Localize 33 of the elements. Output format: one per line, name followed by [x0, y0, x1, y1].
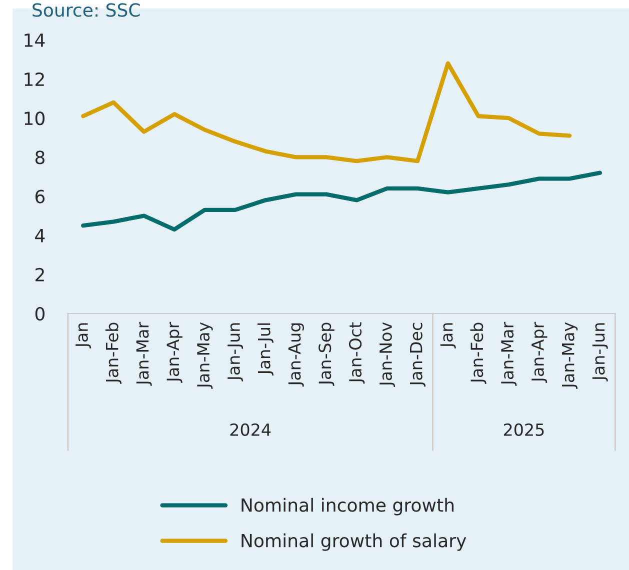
y-tick-label: 6: [35, 190, 45, 204]
legend-label: Nominal income growth: [242, 498, 454, 516]
y-tick-label: 10: [24, 112, 45, 126]
x-tick-label: Jan-Dec: [410, 322, 426, 387]
legend-label: Nominal growth of salary: [242, 533, 466, 551]
x-tick-label: Jan-Feb: [105, 322, 122, 384]
y-tick-label: 4: [35, 229, 45, 242]
text: 2025: [504, 423, 544, 436]
y-tick-label: 0: [35, 306, 45, 321]
line-series: [81, 170, 602, 232]
x-tick-label: Jan-Mar: [501, 322, 517, 386]
x-tick-label: Jan-Sep: [318, 322, 334, 386]
x-tick-label: Jan-Jul: [257, 323, 274, 376]
source-note: Source: SSC: [32, 3, 140, 17]
x-tick-label: Jan-Jun: [592, 323, 608, 382]
x-tick-label: Jan-May: [197, 322, 213, 389]
x-tick-label: Jan-Apr: [532, 322, 548, 383]
line-series: [81, 61, 572, 164]
x-tick-label: Jan-Apr: [166, 322, 182, 383]
y-tick-label: 8: [35, 150, 44, 164]
x-tick-label: Jan-Oct: [348, 322, 365, 384]
y-tick-label: 14: [24, 34, 45, 47]
x-tick-label: Jan-Mar: [136, 322, 152, 386]
x-tick-label: Jan-Aug: [288, 323, 304, 387]
x-tick-label: Jan: [76, 323, 92, 348]
text: 2024: [230, 423, 271, 436]
y-tick-label: 2: [36, 268, 44, 282]
x-tick-label: Jan-Nov: [380, 322, 396, 387]
x-tick-label: Jan-May: [562, 322, 578, 389]
x-tick-label: Jan-Feb: [470, 322, 486, 384]
x-tick-label: Jan: [440, 323, 456, 348]
x-tick-label: Jan-Jun: [228, 323, 244, 382]
y-tick-label: 12: [24, 72, 44, 86]
